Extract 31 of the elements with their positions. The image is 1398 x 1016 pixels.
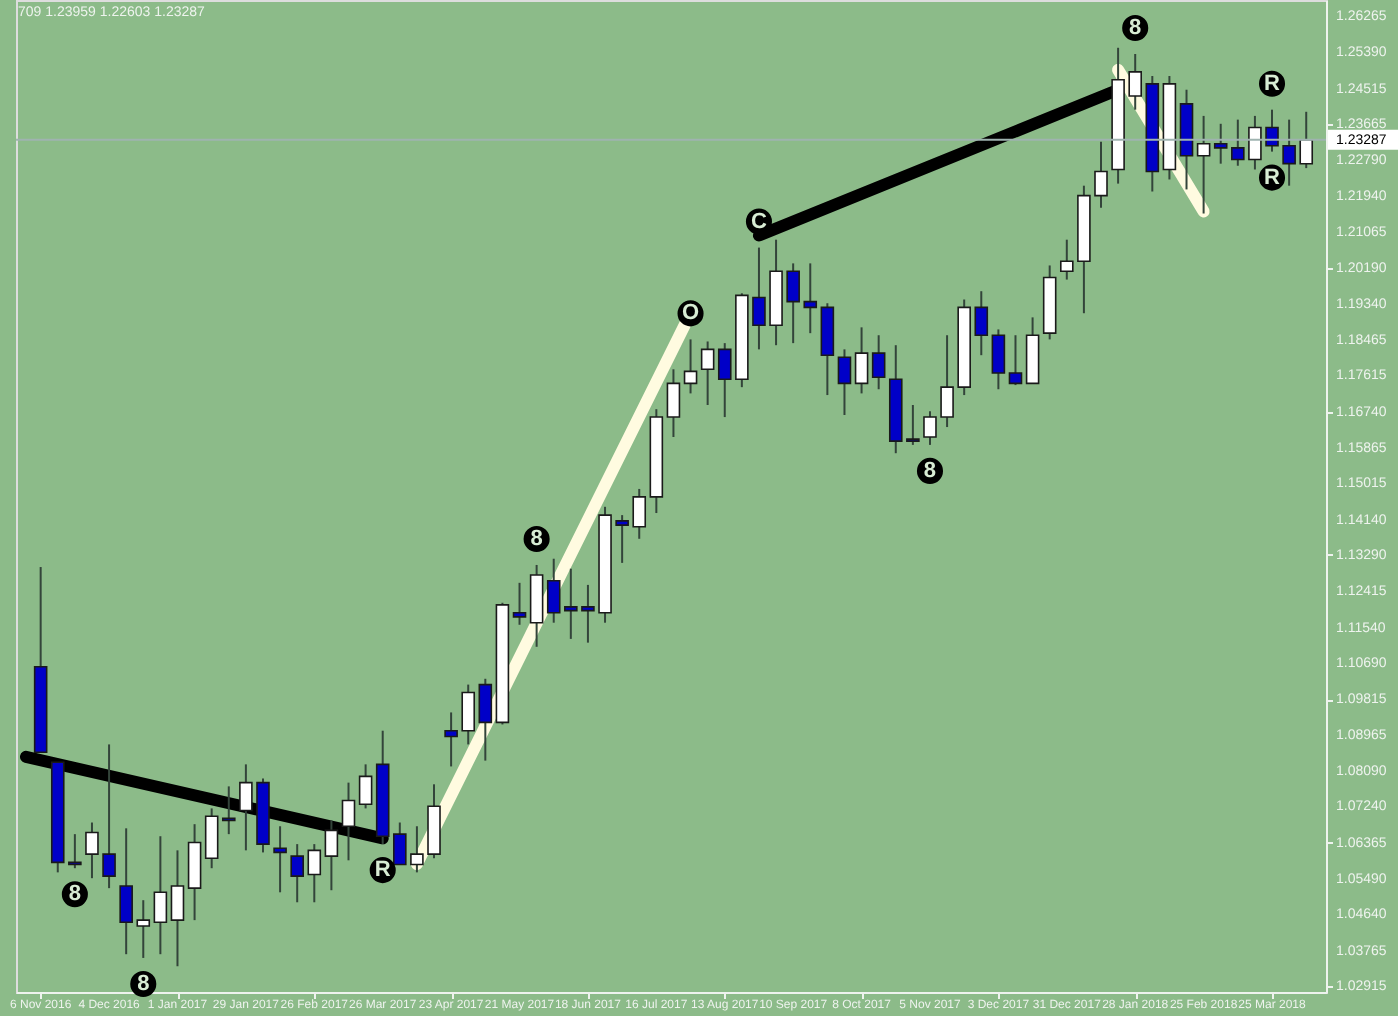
annotation: 8 xyxy=(1129,16,1142,40)
candlestick xyxy=(478,677,493,762)
candlestick xyxy=(529,563,544,648)
candlestick xyxy=(683,338,698,395)
candlestick xyxy=(512,581,527,626)
candlestick xyxy=(341,781,356,862)
candlestick xyxy=(854,326,869,395)
annotation: R xyxy=(1264,165,1281,190)
annotation: 8 xyxy=(530,526,543,551)
candlestick xyxy=(1008,334,1023,387)
candlestick xyxy=(358,763,373,810)
annotation: 8 xyxy=(68,882,81,907)
candlestick xyxy=(871,334,886,391)
candlestick xyxy=(991,328,1006,391)
candlestick xyxy=(153,835,168,956)
annotation: R xyxy=(374,858,391,883)
candlestick xyxy=(170,849,185,968)
candlestick xyxy=(666,368,681,439)
candlestick xyxy=(700,340,715,407)
candlestick xyxy=(273,825,287,894)
candlestick xyxy=(187,823,202,922)
annotation: O xyxy=(681,301,700,326)
candlestick xyxy=(837,348,852,416)
annotation: C xyxy=(751,209,767,234)
candlestick xyxy=(820,302,835,397)
candlestick xyxy=(1196,114,1211,215)
annotation: 8 xyxy=(923,458,937,483)
candlestick xyxy=(204,807,219,870)
candlestick xyxy=(324,819,339,892)
annotation: 8 xyxy=(137,971,150,996)
annotation: R xyxy=(1264,71,1281,96)
